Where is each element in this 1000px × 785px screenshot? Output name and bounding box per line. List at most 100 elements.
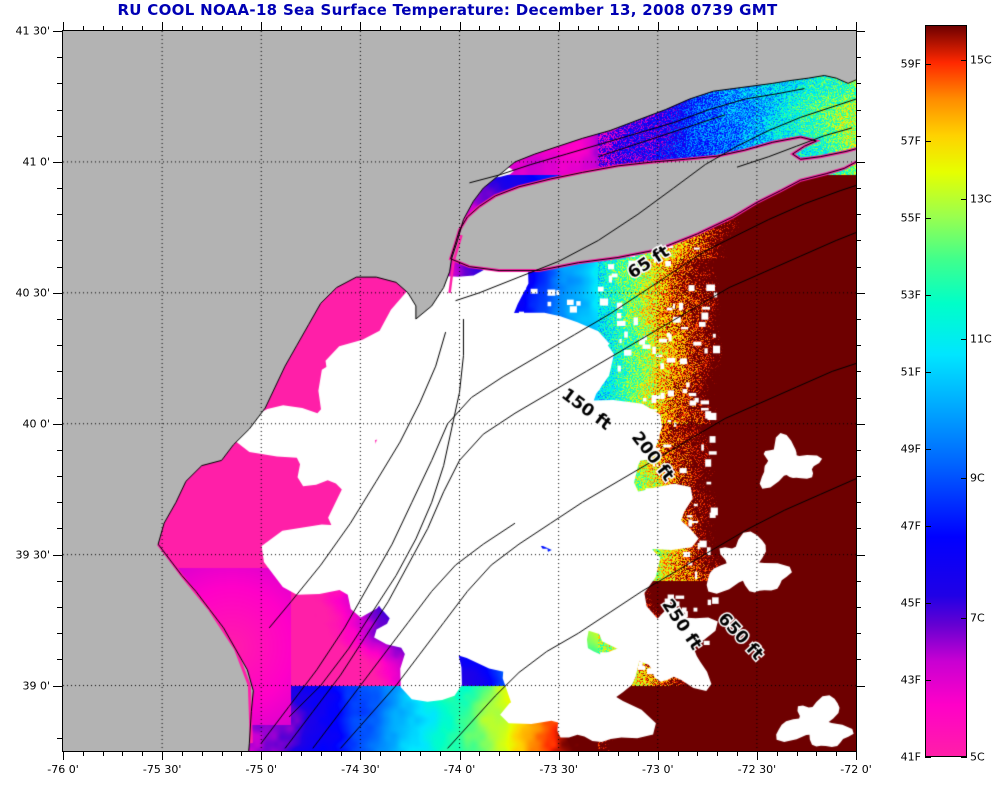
y-axis-minor-tick: [57, 214, 62, 216]
y-axis-minor-tick-right: [856, 135, 861, 137]
x-axis-tick: [63, 751, 64, 760]
x-axis-minor-tick: [122, 751, 124, 756]
y-axis-minor-tick-right: [856, 659, 861, 661]
y-axis-tick: [53, 685, 62, 687]
y-axis-minor-tick: [57, 266, 62, 268]
y-axis-minor-tick: [57, 57, 62, 59]
x-axis-label: -76 0': [47, 763, 79, 776]
x-axis-label: -72 0': [840, 763, 872, 776]
x-axis-tick: [657, 751, 659, 760]
colorbar-tick-c: [961, 478, 967, 480]
x-axis-minor-tick: [439, 751, 441, 756]
y-axis-minor-tick: [57, 319, 62, 320]
y-axis-minor-tick-right: [856, 371, 861, 373]
colorbar-label-f: 59F: [900, 57, 921, 71]
y-axis-minor-tick-right: [856, 502, 861, 504]
x-axis-minor-tick-top: [181, 26, 183, 31]
x-axis-label: -73 30': [539, 763, 578, 776]
colorbar-label-f: 47F: [900, 519, 921, 533]
x-axis-minor-tick: [340, 751, 342, 756]
colorbar-tick-f: [925, 679, 931, 681]
y-axis-minor-tick: [57, 345, 62, 347]
x-axis-minor-tick: [181, 751, 183, 756]
y-axis-minor-tick-right: [856, 476, 861, 478]
x-axis-tick-top: [657, 22, 659, 31]
x-axis-minor-tick-top: [400, 26, 402, 31]
x-axis-minor-tick: [201, 751, 203, 756]
x-axis-minor-tick: [142, 751, 144, 756]
x-axis-minor-tick: [737, 751, 739, 756]
y-axis-tick: [53, 554, 62, 556]
x-axis-minor-tick: [776, 751, 778, 756]
x-axis-tick: [756, 751, 758, 760]
y-axis-tick-right: [856, 31, 865, 32]
colorbar-label-c: 15C: [970, 53, 992, 67]
colorbar-tick-f: [925, 371, 931, 373]
y-axis-minor-tick: [57, 371, 62, 373]
y-axis-minor-tick-right: [856, 83, 861, 85]
y-axis-tick: [53, 31, 62, 32]
x-axis-minor-tick: [796, 751, 798, 756]
colorbar-tick-c: [961, 199, 967, 201]
colorbar-tick-f: [925, 757, 931, 758]
x-axis-minor-tick-top: [439, 26, 441, 31]
colorbar-label-c: 9C: [970, 471, 985, 485]
x-axis-minor-tick-top: [340, 26, 342, 31]
x-axis-minor-tick-top: [241, 26, 243, 31]
x-axis-minor-tick-top: [320, 26, 322, 31]
colorbar-label-f: 53F: [900, 288, 921, 302]
x-axis-minor-tick-top: [737, 26, 739, 31]
y-axis-minor-tick-right: [856, 607, 861, 608]
x-axis-minor-tick: [380, 751, 382, 756]
x-axis-minor-tick-top: [618, 26, 620, 31]
colorbar-label-f: 51F: [900, 365, 921, 379]
x-axis-minor-tick: [677, 751, 679, 756]
x-axis-minor-tick-top: [122, 26, 124, 31]
y-axis-minor-tick: [57, 633, 62, 635]
colorbar-tick-f: [925, 140, 931, 142]
x-axis-minor-tick: [697, 751, 699, 756]
x-axis-minor-tick-top: [637, 26, 639, 31]
x-axis-minor-tick-top: [419, 26, 421, 31]
x-axis-label: -72 30': [737, 763, 777, 776]
sst-map-frame: [62, 30, 857, 752]
x-axis-label: -74 0': [443, 763, 476, 776]
y-axis-minor-tick: [57, 449, 62, 451]
y-axis-minor-tick-right: [856, 397, 861, 399]
x-axis-minor-tick: [320, 751, 322, 756]
colorbar-gradient: [926, 26, 966, 756]
x-axis-minor-tick-top: [380, 26, 382, 31]
y-axis-tick-right: [856, 292, 865, 294]
x-axis-minor-tick: [400, 751, 402, 756]
x-axis-minor-tick: [518, 751, 520, 756]
y-axis-minor-tick: [57, 83, 62, 85]
x-axis-tick-top: [459, 22, 461, 31]
x-axis-tick: [261, 751, 263, 760]
x-axis-tick-top: [856, 22, 857, 31]
sst-map-canvas: [63, 31, 856, 751]
x-axis-tick-top: [558, 22, 560, 31]
x-axis-tick: [360, 751, 362, 760]
y-axis-minor-tick: [57, 580, 62, 582]
y-axis-minor-tick: [57, 240, 62, 242]
y-axis-minor-tick-right: [856, 57, 861, 59]
y-axis-tick-right: [856, 685, 865, 687]
y-axis-tick-right: [856, 423, 865, 425]
x-axis-minor-tick-top: [796, 26, 798, 31]
x-axis-minor-tick-top: [221, 26, 223, 31]
y-axis-minor-tick: [57, 528, 62, 530]
x-axis-minor-tick: [578, 751, 580, 756]
x-axis-minor-tick: [300, 751, 302, 756]
y-axis-minor-tick-right: [856, 449, 861, 451]
x-axis-minor-tick: [816, 751, 818, 756]
x-axis-minor-tick-top: [697, 26, 699, 31]
colorbar-tick-c: [961, 617, 967, 619]
x-axis-minor-tick-top: [142, 26, 144, 31]
colorbar-label-c: 13C: [970, 192, 992, 206]
page-title: RU COOL NOAA-18 Sea Surface Temperature:…: [117, 1, 778, 19]
y-axis-minor-tick: [57, 188, 62, 190]
y-axis-minor-tick: [57, 397, 62, 399]
y-axis-tick: [53, 292, 62, 294]
y-axis-tick: [53, 161, 62, 163]
y-axis-minor-tick: [57, 737, 62, 739]
